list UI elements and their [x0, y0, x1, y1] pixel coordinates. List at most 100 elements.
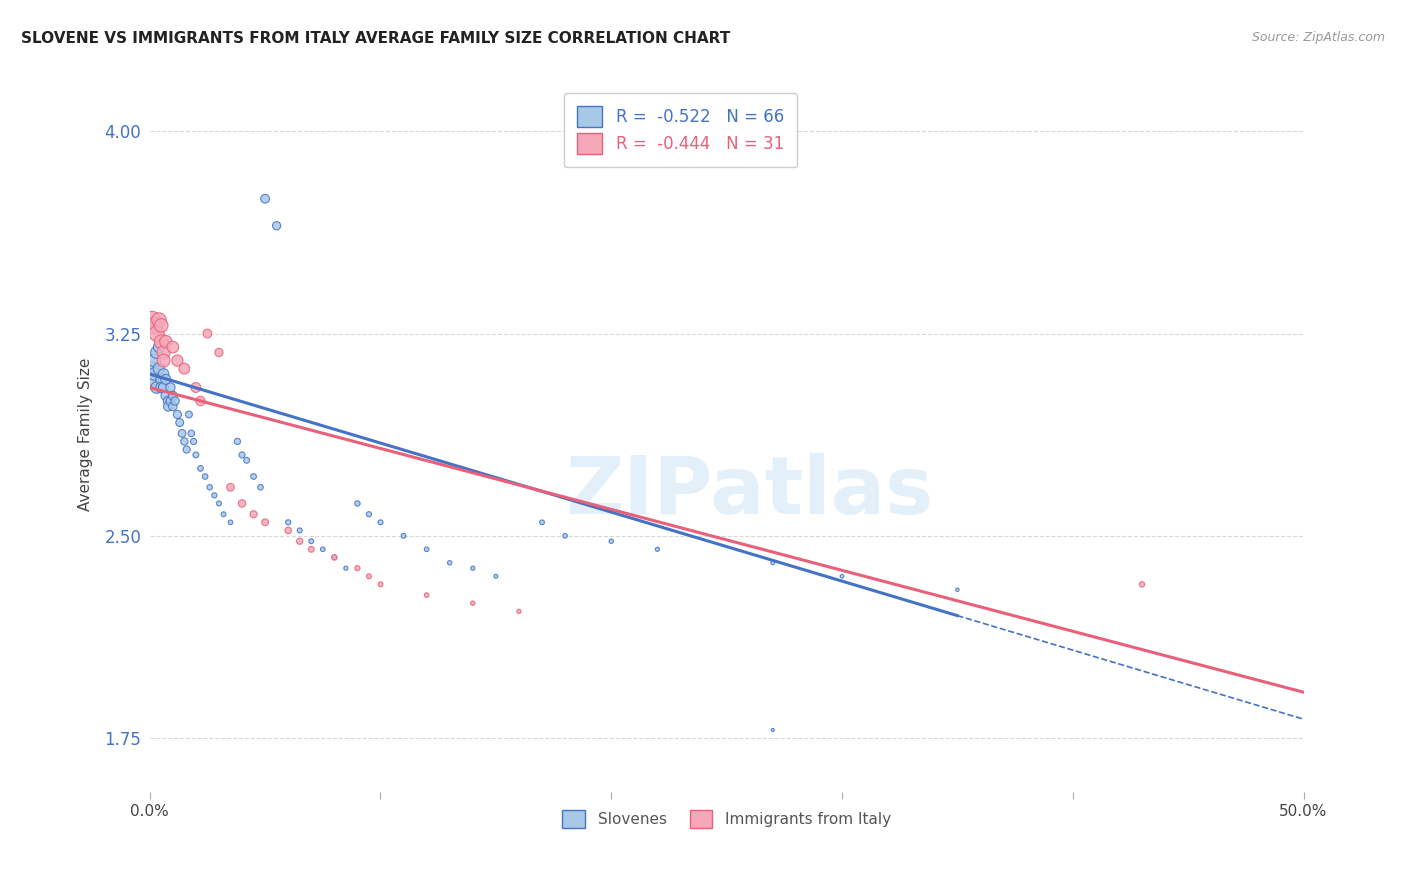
Point: [508, 604, 530, 618]
Point: [143, 318, 166, 333]
Point: [141, 361, 163, 376]
Point: [202, 488, 225, 502]
Point: [647, 542, 669, 557]
Point: [197, 326, 219, 341]
Y-axis label: Average Family Size: Average Family Size: [79, 358, 93, 511]
Point: [190, 394, 212, 409]
Point: [152, 345, 174, 359]
Text: Source: ZipAtlas.com: Source: ZipAtlas.com: [1251, 31, 1385, 45]
Point: [198, 480, 221, 494]
Point: [169, 416, 191, 430]
Point: [277, 516, 299, 530]
Text: SLOVENE VS IMMIGRANTS FROM ITALY AVERAGE FAMILY SIZE CORRELATION CHART: SLOVENE VS IMMIGRANTS FROM ITALY AVERAGE…: [21, 31, 730, 46]
Point: [312, 542, 335, 557]
Point: [461, 561, 484, 575]
Point: [461, 596, 484, 610]
Point: [266, 219, 288, 233]
Point: [150, 318, 173, 333]
Point: [176, 442, 198, 457]
Point: [831, 569, 853, 583]
Point: [177, 408, 200, 422]
Point: [357, 508, 380, 522]
Point: [946, 582, 969, 597]
Point: [162, 400, 184, 414]
Point: [554, 529, 576, 543]
Point: [370, 516, 392, 530]
Legend: Slovenes, Immigrants from Italy: Slovenes, Immigrants from Italy: [557, 804, 897, 834]
Point: [157, 400, 180, 414]
Point: [485, 569, 508, 583]
Point: [155, 334, 177, 349]
Point: [143, 367, 166, 381]
Point: [235, 453, 257, 467]
Point: [150, 372, 173, 386]
Point: [277, 524, 299, 538]
Point: [145, 345, 167, 359]
Point: [762, 723, 785, 737]
Point: [242, 508, 264, 522]
Point: [152, 380, 174, 394]
Point: [415, 542, 437, 557]
Point: [165, 394, 187, 409]
Point: [212, 508, 235, 522]
Point: [335, 561, 357, 575]
Point: [143, 353, 166, 368]
Point: [762, 556, 785, 570]
Point: [346, 496, 368, 510]
Point: [173, 361, 195, 376]
Point: [155, 389, 177, 403]
Point: [254, 192, 277, 206]
Point: [162, 340, 184, 354]
Point: [166, 353, 188, 368]
Point: [288, 534, 311, 549]
Point: [208, 345, 231, 359]
Point: [157, 394, 180, 409]
Point: [155, 372, 177, 386]
Point: [141, 372, 163, 386]
Point: [148, 340, 170, 354]
Text: ZIPatlas: ZIPatlas: [565, 453, 934, 531]
Point: [392, 529, 415, 543]
Point: [299, 542, 322, 557]
Point: [219, 516, 242, 530]
Point: [166, 408, 188, 422]
Point: [173, 434, 195, 449]
Point: [254, 516, 277, 530]
Point: [152, 353, 174, 368]
Point: [159, 394, 181, 409]
Point: [288, 524, 311, 538]
Point: [180, 426, 202, 441]
Point: [150, 380, 173, 394]
Point: [323, 550, 346, 565]
Point: [415, 588, 437, 602]
Point: [162, 389, 184, 403]
Point: [150, 334, 173, 349]
Point: [159, 380, 181, 394]
Point: [226, 434, 249, 449]
Point: [194, 469, 217, 483]
Point: [299, 534, 322, 549]
Point: [152, 367, 174, 381]
Point: [145, 380, 167, 394]
Point: [600, 534, 623, 549]
Point: [249, 480, 271, 494]
Point: [357, 569, 380, 583]
Point: [148, 361, 170, 376]
Point: [231, 496, 253, 510]
Point: [231, 448, 253, 462]
Point: [148, 313, 170, 327]
Point: [219, 480, 242, 494]
Point: [184, 380, 207, 394]
Point: [531, 516, 554, 530]
Point: [1130, 577, 1153, 591]
Point: [190, 461, 212, 475]
Point: [170, 426, 193, 441]
Point: [184, 448, 207, 462]
Point: [208, 496, 231, 510]
Point: [439, 556, 461, 570]
Point: [346, 561, 368, 575]
Point: [145, 326, 167, 341]
Point: [183, 434, 205, 449]
Point: [141, 313, 163, 327]
Point: [242, 469, 264, 483]
